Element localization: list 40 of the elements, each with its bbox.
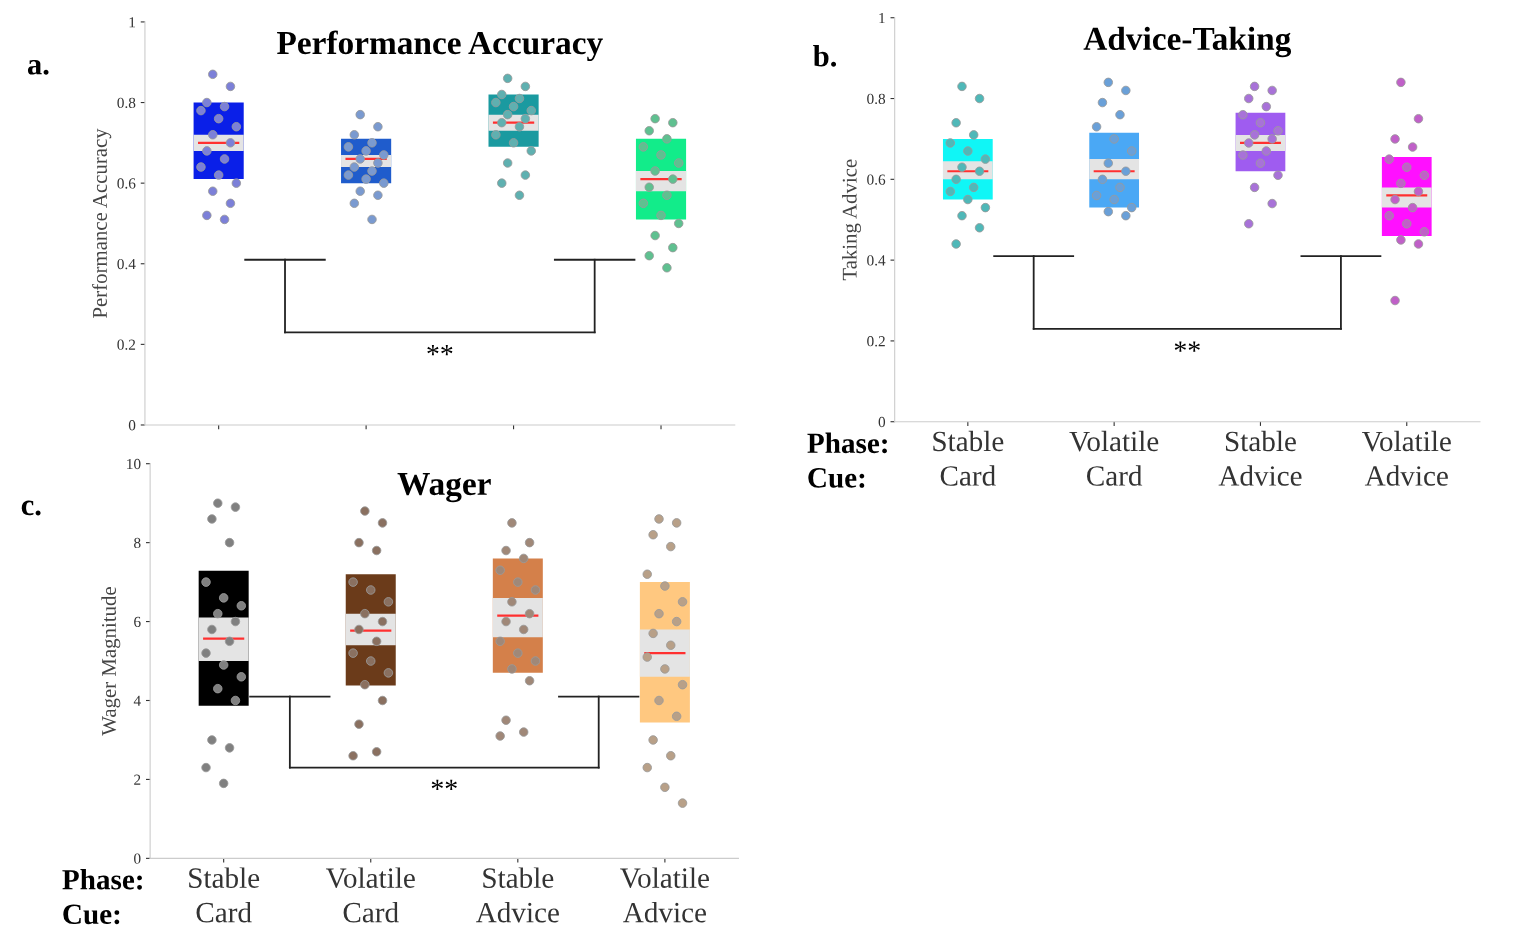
- x-tick-label: Stable Card: [933, 430, 1004, 486]
- text: Phase: Cue:: [62, 869, 142, 925]
- chart-title: Performance Accuracy: [277, 30, 603, 62]
- y-tick-label: 0.8: [117, 97, 136, 109]
- y-tick-label: 1: [879, 12, 885, 24]
- y-tick-label: 0: [134, 853, 141, 864]
- text: c.: [21, 500, 41, 516]
- y-tick-label: 0.2: [867, 336, 885, 347]
- y-tick-label: 2: [134, 774, 141, 785]
- y-tick-label: 4: [133, 695, 141, 706]
- y-tick-label: 8: [134, 537, 141, 549]
- y-tick-label: 0.6: [117, 178, 136, 189]
- annotation: **: [431, 779, 457, 790]
- y-axis-title: Wager Magnitude: [101, 587, 121, 736]
- annotation: **: [1174, 341, 1200, 352]
- annotation: **: [427, 344, 453, 356]
- x-tick-label: Stable Advice: [1218, 430, 1302, 486]
- x-tick-label: Volatile Advice: [620, 867, 709, 923]
- y-axis-title: Performance Accuracy: [92, 128, 112, 318]
- chart-title: Advice-Taking: [1083, 26, 1292, 58]
- x-tick-label: Volatile Card: [1069, 430, 1159, 486]
- chart-title: Wager: [397, 473, 491, 503]
- y-tick-label: 0.6: [867, 174, 886, 185]
- y-tick-label: 0: [878, 416, 886, 428]
- y-axis-title: Taking Advice: [842, 159, 862, 281]
- text: a.: [27, 59, 49, 75]
- y-tick-label: 6: [134, 616, 141, 628]
- y-tick-label: 0: [128, 420, 136, 431]
- text: Phase: Cue:: [807, 432, 887, 488]
- x-tick-label: Stable Card: [189, 867, 260, 923]
- x-tick-label: Volatile Advice: [1361, 430, 1451, 486]
- y-tick-label: 1: [129, 17, 135, 28]
- y-tick-label: 0.8: [867, 93, 886, 105]
- x-tick-label: Stable Advice: [475, 867, 559, 923]
- y-tick-label: 10: [127, 458, 141, 470]
- y-tick-label: 0.4: [117, 258, 136, 270]
- x-tick-label: Volatile Card: [325, 867, 415, 923]
- text: b.: [813, 45, 837, 67]
- y-tick-label: 0.4: [867, 255, 886, 266]
- y-tick-label: 0.2: [117, 339, 136, 350]
